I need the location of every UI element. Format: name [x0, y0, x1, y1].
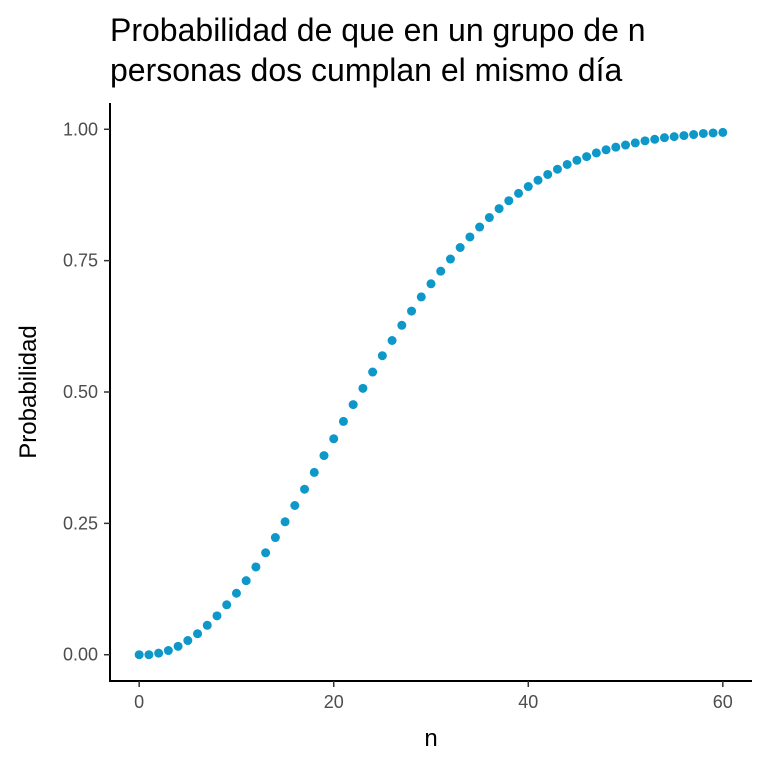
- data-point: [582, 152, 592, 162]
- data-point: [300, 484, 310, 494]
- data-point: [280, 517, 290, 527]
- data-point: [212, 611, 222, 621]
- data-point: [368, 367, 378, 377]
- data-point: [669, 132, 679, 142]
- x-tick-label: 60: [713, 692, 733, 712]
- data-point: [144, 650, 154, 660]
- data-point: [241, 576, 251, 586]
- data-point: [514, 188, 524, 198]
- data-point: [533, 175, 543, 185]
- data-point: [504, 196, 514, 206]
- data-point: [309, 467, 319, 477]
- data-point: [348, 400, 358, 410]
- data-point: [475, 222, 485, 232]
- data-point: [270, 533, 280, 543]
- data-point: [154, 648, 164, 658]
- x-axis-title: n: [424, 725, 437, 752]
- data-point: [659, 133, 669, 143]
- chart-title-line-1: Probabilidad de que en un grupo de n: [110, 12, 646, 48]
- x-tick-label: 0: [134, 692, 144, 712]
- data-point: [484, 213, 494, 223]
- data-point: [679, 131, 689, 141]
- data-point: [572, 155, 582, 165]
- y-axis-title: Probabilidad: [15, 325, 42, 458]
- data-point: [290, 500, 300, 510]
- data-point: [222, 600, 232, 610]
- data-point: [562, 159, 572, 169]
- data-point: [193, 629, 203, 639]
- data-point: [416, 292, 426, 302]
- data-point: [329, 434, 339, 444]
- data-point: [630, 138, 640, 148]
- data-point: [319, 451, 329, 461]
- data-point: [397, 320, 407, 330]
- y-tick-label: 0.75: [63, 251, 98, 271]
- data-point: [523, 182, 533, 192]
- data-point: [426, 279, 436, 289]
- data-point: [134, 650, 144, 660]
- chart-title: Probabilidad de que en un grupo de n per…: [110, 10, 760, 90]
- data-point: [407, 306, 417, 316]
- data-point: [445, 254, 455, 264]
- data-point: [640, 136, 650, 146]
- x-axis: 0 20 40 60: [109, 680, 752, 712]
- x-tick-label: 40: [518, 692, 538, 712]
- y-tick-label: 0.25: [63, 513, 98, 533]
- data-point: [650, 134, 660, 144]
- data-point: [708, 128, 718, 138]
- data-point: [601, 145, 611, 155]
- data-point: [183, 636, 193, 646]
- data-point: [202, 620, 212, 630]
- data-point: [261, 548, 271, 558]
- y-axis: 0.00 0.25 0.50 0.75 1.00: [63, 103, 111, 682]
- data-point: [358, 383, 368, 393]
- data-point: [163, 646, 173, 656]
- data-point: [552, 164, 562, 174]
- y-tick-label: 1.00: [63, 119, 98, 139]
- data-point: [436, 266, 446, 276]
- data-point: [543, 169, 553, 179]
- data-point: [387, 336, 397, 346]
- data-point: [338, 416, 348, 426]
- data-point: [231, 588, 241, 598]
- data-point: [689, 130, 699, 140]
- data-point: [621, 140, 631, 150]
- data-point: [591, 148, 601, 158]
- data-point: [377, 351, 387, 361]
- data-point: [494, 204, 504, 214]
- y-tick-label: 0.00: [63, 645, 98, 665]
- data-point: [465, 232, 475, 242]
- x-tick-label: 20: [324, 692, 344, 712]
- data-point: [455, 243, 465, 252]
- data-point: [718, 127, 728, 137]
- data-point: [251, 562, 261, 572]
- data-points: [134, 127, 728, 660]
- y-tick-label: 0.50: [63, 382, 98, 402]
- chart-title-line-2: personas dos cumplan el mismo día: [110, 52, 623, 88]
- data-point: [173, 641, 183, 651]
- data-point: [611, 142, 621, 152]
- data-point: [698, 128, 708, 138]
